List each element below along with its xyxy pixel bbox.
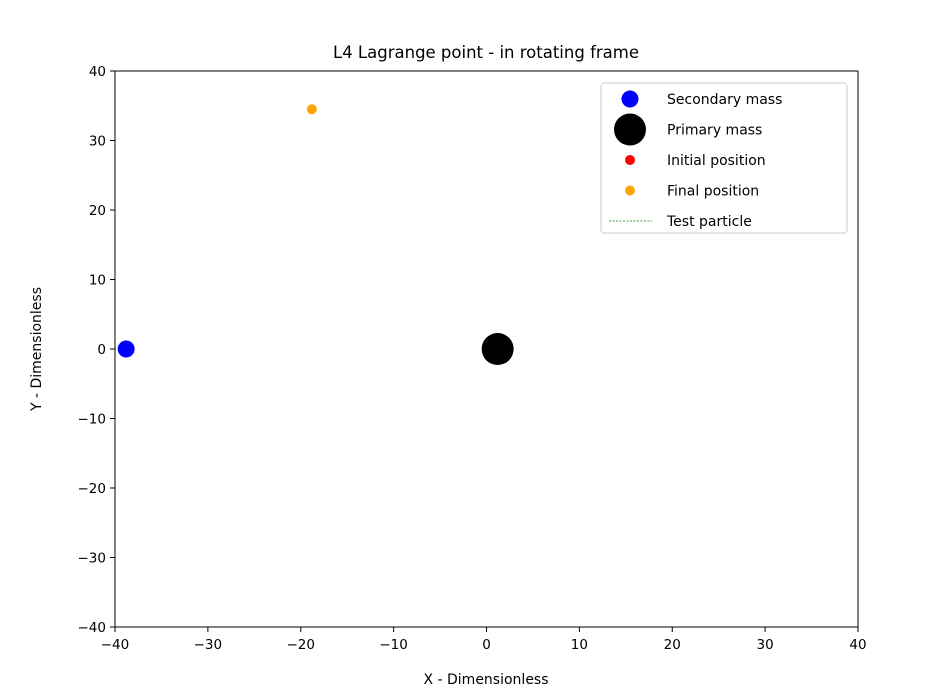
y-axis-label: Y - Dimensionless	[29, 287, 45, 412]
y-tick-label: −20	[78, 481, 107, 497]
legend: Secondary mass Primary mass Initial positi…	[600, 82, 848, 234]
legend-label: Test particle	[666, 214, 752, 230]
x-tick-label: 20	[664, 637, 681, 653]
x-tick-label: −30	[194, 637, 223, 653]
legend-box	[600, 82, 848, 234]
plot-marks	[117, 104, 514, 365]
y-tick-label: 10	[89, 273, 106, 289]
y-tick-label: −30	[78, 551, 107, 567]
x-tick-label: −10	[379, 637, 408, 653]
x-tick-label: 0	[482, 637, 491, 653]
y-tick-label: −10	[78, 412, 107, 428]
y-tick-label: 20	[89, 203, 106, 219]
x-tick-label: 30	[757, 637, 774, 653]
legend-label: Initial position	[667, 153, 766, 169]
x-tick-label: −40	[101, 637, 130, 653]
legend-handle-final-position	[625, 185, 635, 196]
chart-title: L4 Lagrange point - in rotating frame	[333, 43, 639, 62]
y-tick-label: 0	[97, 342, 106, 358]
axis-ticks: −40 −30 −20 −10 0 10 20 30 40 −40 −30 −20 −10 0 10 20 30…	[78, 64, 867, 653]
legend-handle-primary-mass	[614, 113, 646, 146]
x-tick-label: 40	[849, 637, 866, 653]
y-tick-label: 40	[89, 64, 106, 80]
y-tick-label: 30	[89, 134, 106, 150]
legend-handle-initial-position	[625, 155, 635, 165]
x-axis-label: X - Dimensionless	[423, 672, 548, 688]
legend-label: Final position	[667, 184, 759, 200]
x-tick-label: 10	[571, 637, 588, 653]
legend-label: Secondary mass	[667, 92, 782, 108]
x-tick-label: −20	[287, 637, 316, 653]
legend-handle-secondary-mass	[621, 90, 639, 108]
point-secondary-mass	[117, 340, 135, 358]
point-primary-mass	[481, 333, 514, 365]
legend-label: Primary mass	[667, 123, 762, 139]
point-final-position	[306, 104, 317, 115]
y-tick-label: −40	[78, 620, 107, 636]
